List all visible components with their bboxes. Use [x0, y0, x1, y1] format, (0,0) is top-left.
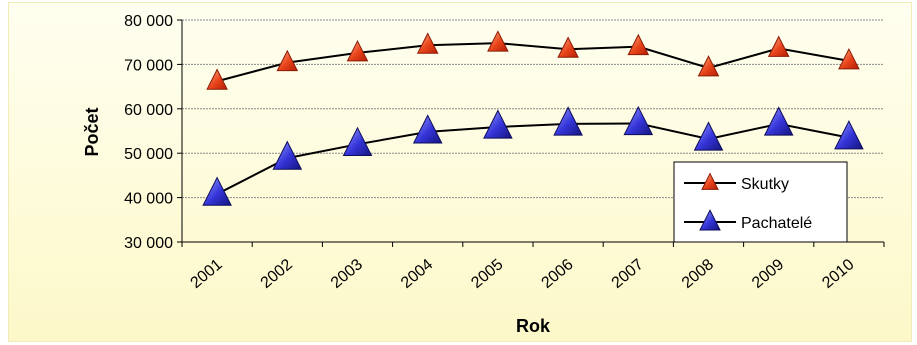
x-tick-label: 2001: [187, 256, 225, 292]
legend-label-pachatele: Pachatelé: [741, 215, 812, 232]
y-tick-label: 60 000: [124, 102, 173, 119]
y-axis-title: Počet: [82, 107, 102, 156]
data-point-pachatelé: [834, 120, 864, 150]
x-tick-label: 2008: [679, 256, 717, 292]
data-point-pachatelé: [272, 140, 303, 170]
x-axis-title: Rok: [516, 316, 551, 336]
legend-label-skutky: Skutky: [741, 176, 789, 193]
data-point-skutky: [487, 30, 509, 52]
series-line-pachatelé: [216, 122, 850, 195]
x-tick-label: 2004: [398, 256, 436, 292]
data-point-pachatelé: [763, 106, 794, 136]
data-point-skutky: [697, 55, 720, 77]
data-point-pachatelé: [342, 126, 373, 156]
data-point-skutky: [346, 39, 369, 62]
data-point-pachatelé: [412, 114, 443, 144]
legend-marker-pachatele: [699, 209, 721, 231]
data-point-skutky: [276, 49, 299, 72]
y-tick-label: 30 000: [124, 235, 173, 252]
data-point-pachatelé: [693, 121, 724, 151]
data-point-skutky: [627, 33, 650, 56]
series-line-skutky: [216, 42, 850, 83]
data-point-skutky: [767, 35, 790, 57]
data-point-skutky: [838, 47, 860, 70]
y-tick-label: 80 000: [124, 13, 173, 30]
legend: Skutky Pachatelé: [673, 161, 848, 243]
data-point-skutky: [557, 36, 579, 58]
y-tick-label: 40 000: [124, 191, 173, 208]
y-tick-label: 70 000: [124, 57, 173, 74]
x-tick-label: 2005: [468, 256, 506, 292]
x-tick-label: 2007: [609, 256, 647, 292]
y-tick-label: 50 000: [124, 146, 173, 163]
data-point-pachatelé: [623, 105, 654, 136]
data-point-skutky: [416, 32, 439, 54]
x-tick-label: 2002: [258, 256, 296, 292]
data-point-skutky: [206, 68, 228, 90]
x-tick-label: 2009: [749, 256, 787, 292]
legend-marker-skutky: [701, 172, 719, 190]
x-tick-label: 2010: [819, 256, 857, 292]
data-point-pachatelé: [483, 109, 513, 139]
x-tick-label: 2006: [538, 256, 576, 292]
data-point-pachatelé: [202, 176, 232, 206]
data-point-pachatelé: [553, 106, 583, 136]
x-tick-label: 2003: [328, 256, 366, 292]
